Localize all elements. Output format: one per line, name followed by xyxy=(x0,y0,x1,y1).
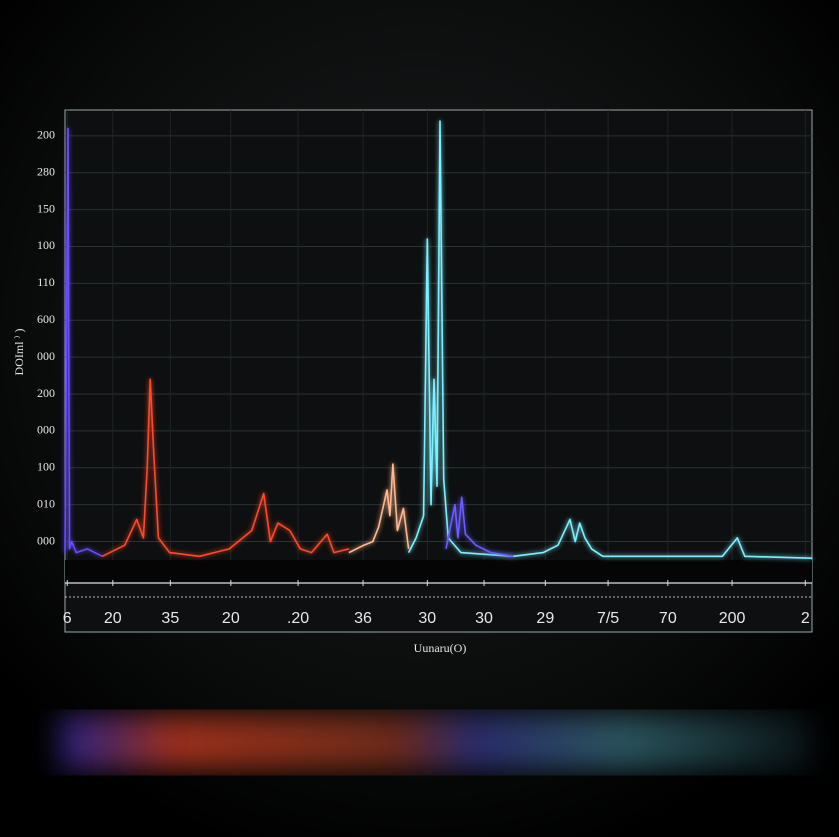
x-tick-label: 30 xyxy=(475,610,493,627)
y-tick-label: 280 xyxy=(37,164,55,178)
x-tick-label: 20 xyxy=(222,610,240,627)
x-tick-label: 2 xyxy=(801,610,810,627)
x-axis-label: Uunaru(O) xyxy=(414,641,467,655)
x-tick-label: 70 xyxy=(659,610,677,627)
x-tick-label: 7/5 xyxy=(597,610,619,627)
y-tick-label: 600 xyxy=(37,312,55,326)
x-tick-label: .20 xyxy=(287,610,309,627)
x-tick-label: 30 xyxy=(418,610,436,627)
y-tick-label: 200 xyxy=(37,386,55,400)
reflection xyxy=(60,715,810,770)
x-tick-label: 200 xyxy=(719,610,746,627)
y-tick-label: 000 xyxy=(37,423,55,437)
x-tick-label: 35 xyxy=(161,610,179,627)
y-tick-label: 100 xyxy=(37,238,55,252)
x-tick-label: 36 xyxy=(354,610,372,627)
y-axis-label: DOIml ⁾ ) xyxy=(12,329,26,376)
y-tick-label: 000 xyxy=(37,349,55,363)
baseline-band xyxy=(65,560,812,582)
x-tick-label: 20 xyxy=(104,610,122,627)
x-tick-label: 6 xyxy=(63,610,72,627)
y-tick-label: 150 xyxy=(37,201,55,215)
y-tick-label: 200 xyxy=(37,128,55,142)
x-tick-label: 29 xyxy=(536,610,554,627)
y-tick-label: 110 xyxy=(37,275,55,289)
y-tick-label: 000 xyxy=(37,533,55,547)
y-tick-label: 100 xyxy=(37,460,55,474)
chart: Uunaru(O) DOIml ⁾ ) 000 010 100 000 200 000 60… xyxy=(0,0,839,837)
y-tick-label: 010 xyxy=(37,496,55,510)
